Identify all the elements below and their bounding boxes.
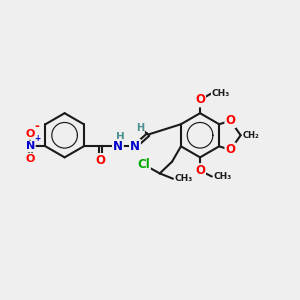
Text: H: H	[116, 133, 124, 142]
Text: CH₃: CH₃	[213, 172, 232, 181]
Text: O: O	[195, 93, 205, 106]
Text: H: H	[136, 123, 144, 133]
Text: O: O	[195, 164, 205, 177]
Text: +: +	[34, 134, 40, 143]
Text: N: N	[113, 140, 123, 153]
Text: N: N	[130, 140, 140, 153]
Text: -: -	[34, 120, 40, 133]
Text: O: O	[26, 129, 35, 139]
Text: O: O	[225, 143, 236, 156]
Text: CH₃: CH₃	[211, 89, 230, 98]
Text: O: O	[26, 154, 35, 164]
Text: O: O	[225, 114, 236, 127]
Text: CH₃: CH₃	[175, 174, 193, 183]
Text: N: N	[26, 141, 35, 151]
Text: CH₂: CH₂	[242, 131, 259, 140]
Text: Cl: Cl	[137, 158, 150, 171]
Text: O: O	[96, 154, 106, 167]
